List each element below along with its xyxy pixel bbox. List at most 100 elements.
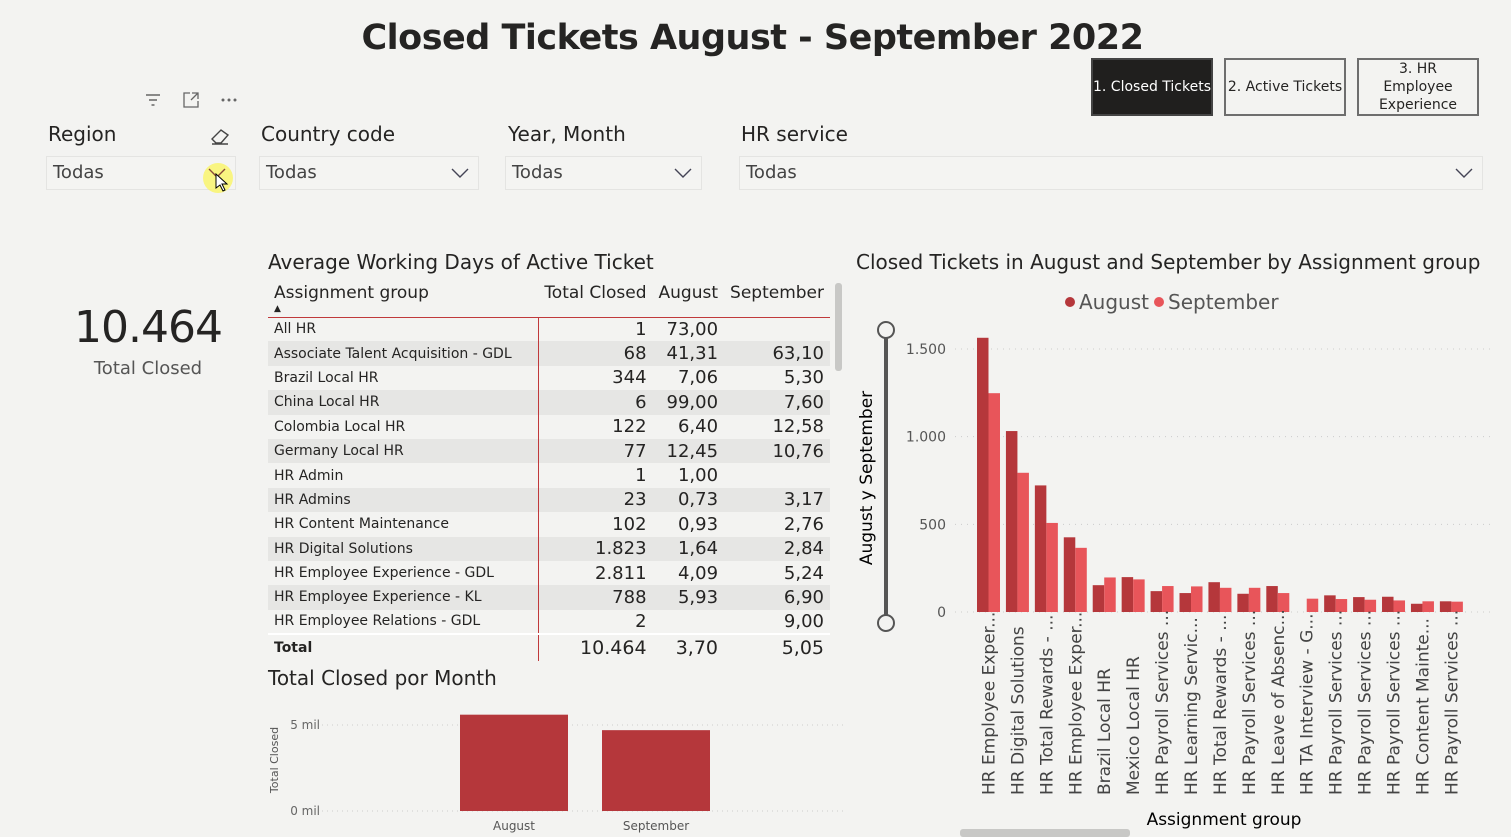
kpi-total-closed-value: 10.464 <box>74 302 223 353</box>
table-cell: 23 <box>538 487 653 513</box>
y-tick-label: 0 mil <box>290 804 320 818</box>
table-cell: HR Employee Experience - KL <box>268 585 539 610</box>
total-cell: Total <box>268 633 539 662</box>
table-cell: 1,00 <box>677 465 719 487</box>
table-row: HR Employee Experience - KL 788 5,93 6,90 <box>268 585 830 610</box>
x-tick-label: HR Payroll Services ... <box>1385 610 1405 795</box>
total-cell: 5,05 <box>724 633 830 662</box>
table-cell: All HR <box>268 317 539 342</box>
total-cell: 3,70 <box>652 633 725 662</box>
legend-label: September <box>1168 290 1279 314</box>
x-tick-label: HR Payroll Services ... <box>1442 610 1462 795</box>
table-cell: 99,00 <box>652 390 725 415</box>
y-axis-title: August y September <box>857 391 877 565</box>
table-cell: 7,60 <box>724 390 830 415</box>
table-cell: 68 <box>538 341 653 366</box>
table-cell: China Local HR <box>268 390 539 415</box>
bar-september <box>1104 577 1116 612</box>
hr-service-value: Todas <box>746 162 797 183</box>
table-row: All HR 1 73,00 <box>268 317 830 342</box>
filter-icon[interactable] <box>143 90 163 110</box>
region-value: Todas <box>53 162 104 183</box>
table-cell: 10,76 <box>724 438 830 464</box>
region-dropdown[interactable]: Todas <box>46 156 236 193</box>
page-title: Closed Tickets August - September 2022 <box>361 18 1144 58</box>
bar-august <box>1237 593 1249 612</box>
table-row: HR Admin 1 1,00 <box>268 463 830 488</box>
y-tick-label: 1.000 <box>906 430 946 446</box>
column-header[interactable]: Assignment group ▲ <box>268 280 539 318</box>
table-cell: 41,31 <box>652 341 725 366</box>
table-cell: Colombia Local HR <box>268 414 539 439</box>
table-cell: 5,93 <box>652 585 725 610</box>
bar-august <box>1005 431 1018 612</box>
bar-august <box>1179 593 1192 612</box>
bar-august <box>977 337 989 612</box>
bar-august <box>1410 603 1423 612</box>
column-header[interactable]: September <box>724 280 830 318</box>
table-total-row: Total 10.464 3,70 5,05 <box>268 633 830 662</box>
table-cell: 1 <box>635 318 647 340</box>
table-cell: 5,30 <box>783 367 824 389</box>
focus-mode-icon[interactable] <box>181 90 201 110</box>
x-tick-label: HR Total Rewards - ... <box>1211 615 1231 795</box>
table-cell: 63,10 <box>724 341 830 366</box>
region-label: Region <box>48 122 117 146</box>
x-tick-label: HR Payroll Services ... <box>1153 610 1173 795</box>
table-cell: 1 <box>635 465 647 487</box>
x-tick-label: HR Learning Servic... <box>1182 617 1202 795</box>
kpi-total-closed-label: Total Closed <box>93 358 203 379</box>
table-cell: 788 <box>538 585 653 610</box>
table-cell: 6,90 <box>724 585 830 610</box>
bar-september <box>1219 587 1232 612</box>
hr-service-dropdown[interactable]: Todas <box>739 156 1483 190</box>
y-range-slider-handle-bottom <box>877 614 895 632</box>
table-cell: 2,84 <box>724 536 830 561</box>
y-tick-label: 1.500 <box>906 342 946 358</box>
table-cell: 5,24 <box>783 562 824 584</box>
table-cell <box>724 463 830 487</box>
x-tick-label: HR Payroll Services ... <box>1327 610 1347 795</box>
table-cell: 0,93 <box>677 513 719 535</box>
chevron-down-icon <box>674 168 692 178</box>
column-header[interactable]: Total Closed <box>538 280 653 318</box>
group-bar-chart: 0 500 1.000 1.500 August y September August Se… <box>857 290 1490 837</box>
table-cell: 12,45 <box>652 438 725 464</box>
y-tick-label: 0 <box>937 605 946 621</box>
x-tick-label: HR Employee Exper... <box>980 612 1000 795</box>
table-cell: 9,00 <box>783 610 824 632</box>
nav-hr-employee-experience-button[interactable]: 3. HR Employee Experience <box>1357 58 1479 116</box>
sort-ascending-icon[interactable]: ▲ <box>274 304 281 314</box>
y-range-slider-handle-top <box>877 321 895 339</box>
table-scrollbar[interactable] <box>835 283 842 371</box>
bar-august <box>1150 591 1163 612</box>
nav-closed-tickets-button[interactable]: 1. Closed Tickets <box>1091 58 1213 116</box>
more-options-icon[interactable] <box>219 90 239 110</box>
country-code-dropdown[interactable]: Todas <box>259 156 479 190</box>
x-tick-label: September <box>623 819 689 833</box>
bar-august <box>1208 582 1220 612</box>
x-tick-label: HR Payroll Services ... <box>1356 610 1376 795</box>
y-tick-label: 5 mil <box>290 718 320 732</box>
eraser-icon[interactable] <box>209 124 233 148</box>
table-cell: HR Admins <box>268 487 539 513</box>
bar-august <box>1121 577 1134 612</box>
x-axis-title: Assignment group <box>1147 810 1302 830</box>
bar-september <box>602 730 710 811</box>
x-tick-label: HR Leave of Absenc... <box>1269 609 1289 795</box>
year-month-label: Year, Month <box>508 122 626 146</box>
table-row: HR Admins 23 0,73 3,17 <box>268 487 830 513</box>
table-row: China Local HR 6 99,00 7,60 <box>268 390 830 415</box>
table-cell: HR Admin <box>268 463 539 488</box>
table-cell: Brazil Local HR <box>268 365 539 391</box>
bar-august <box>1063 537 1076 612</box>
year-month-dropdown[interactable]: Todas <box>505 156 702 190</box>
table-row: HR Employee Relations - GDL 2 9,00 <box>268 609 830 635</box>
table-row: HR Employee Experience - GDL 2.811 4,09 5,2… <box>268 560 830 586</box>
column-header[interactable]: August <box>652 280 725 318</box>
table-cell: HR Employee Experience - GDL <box>268 560 539 586</box>
table-cell: 1,64 <box>652 536 725 561</box>
country-code-value: Todas <box>266 162 317 183</box>
x-tick-label: HR Content Mainte... <box>1413 618 1433 795</box>
nav-active-tickets-button[interactable]: 2. Active Tickets <box>1224 58 1346 116</box>
